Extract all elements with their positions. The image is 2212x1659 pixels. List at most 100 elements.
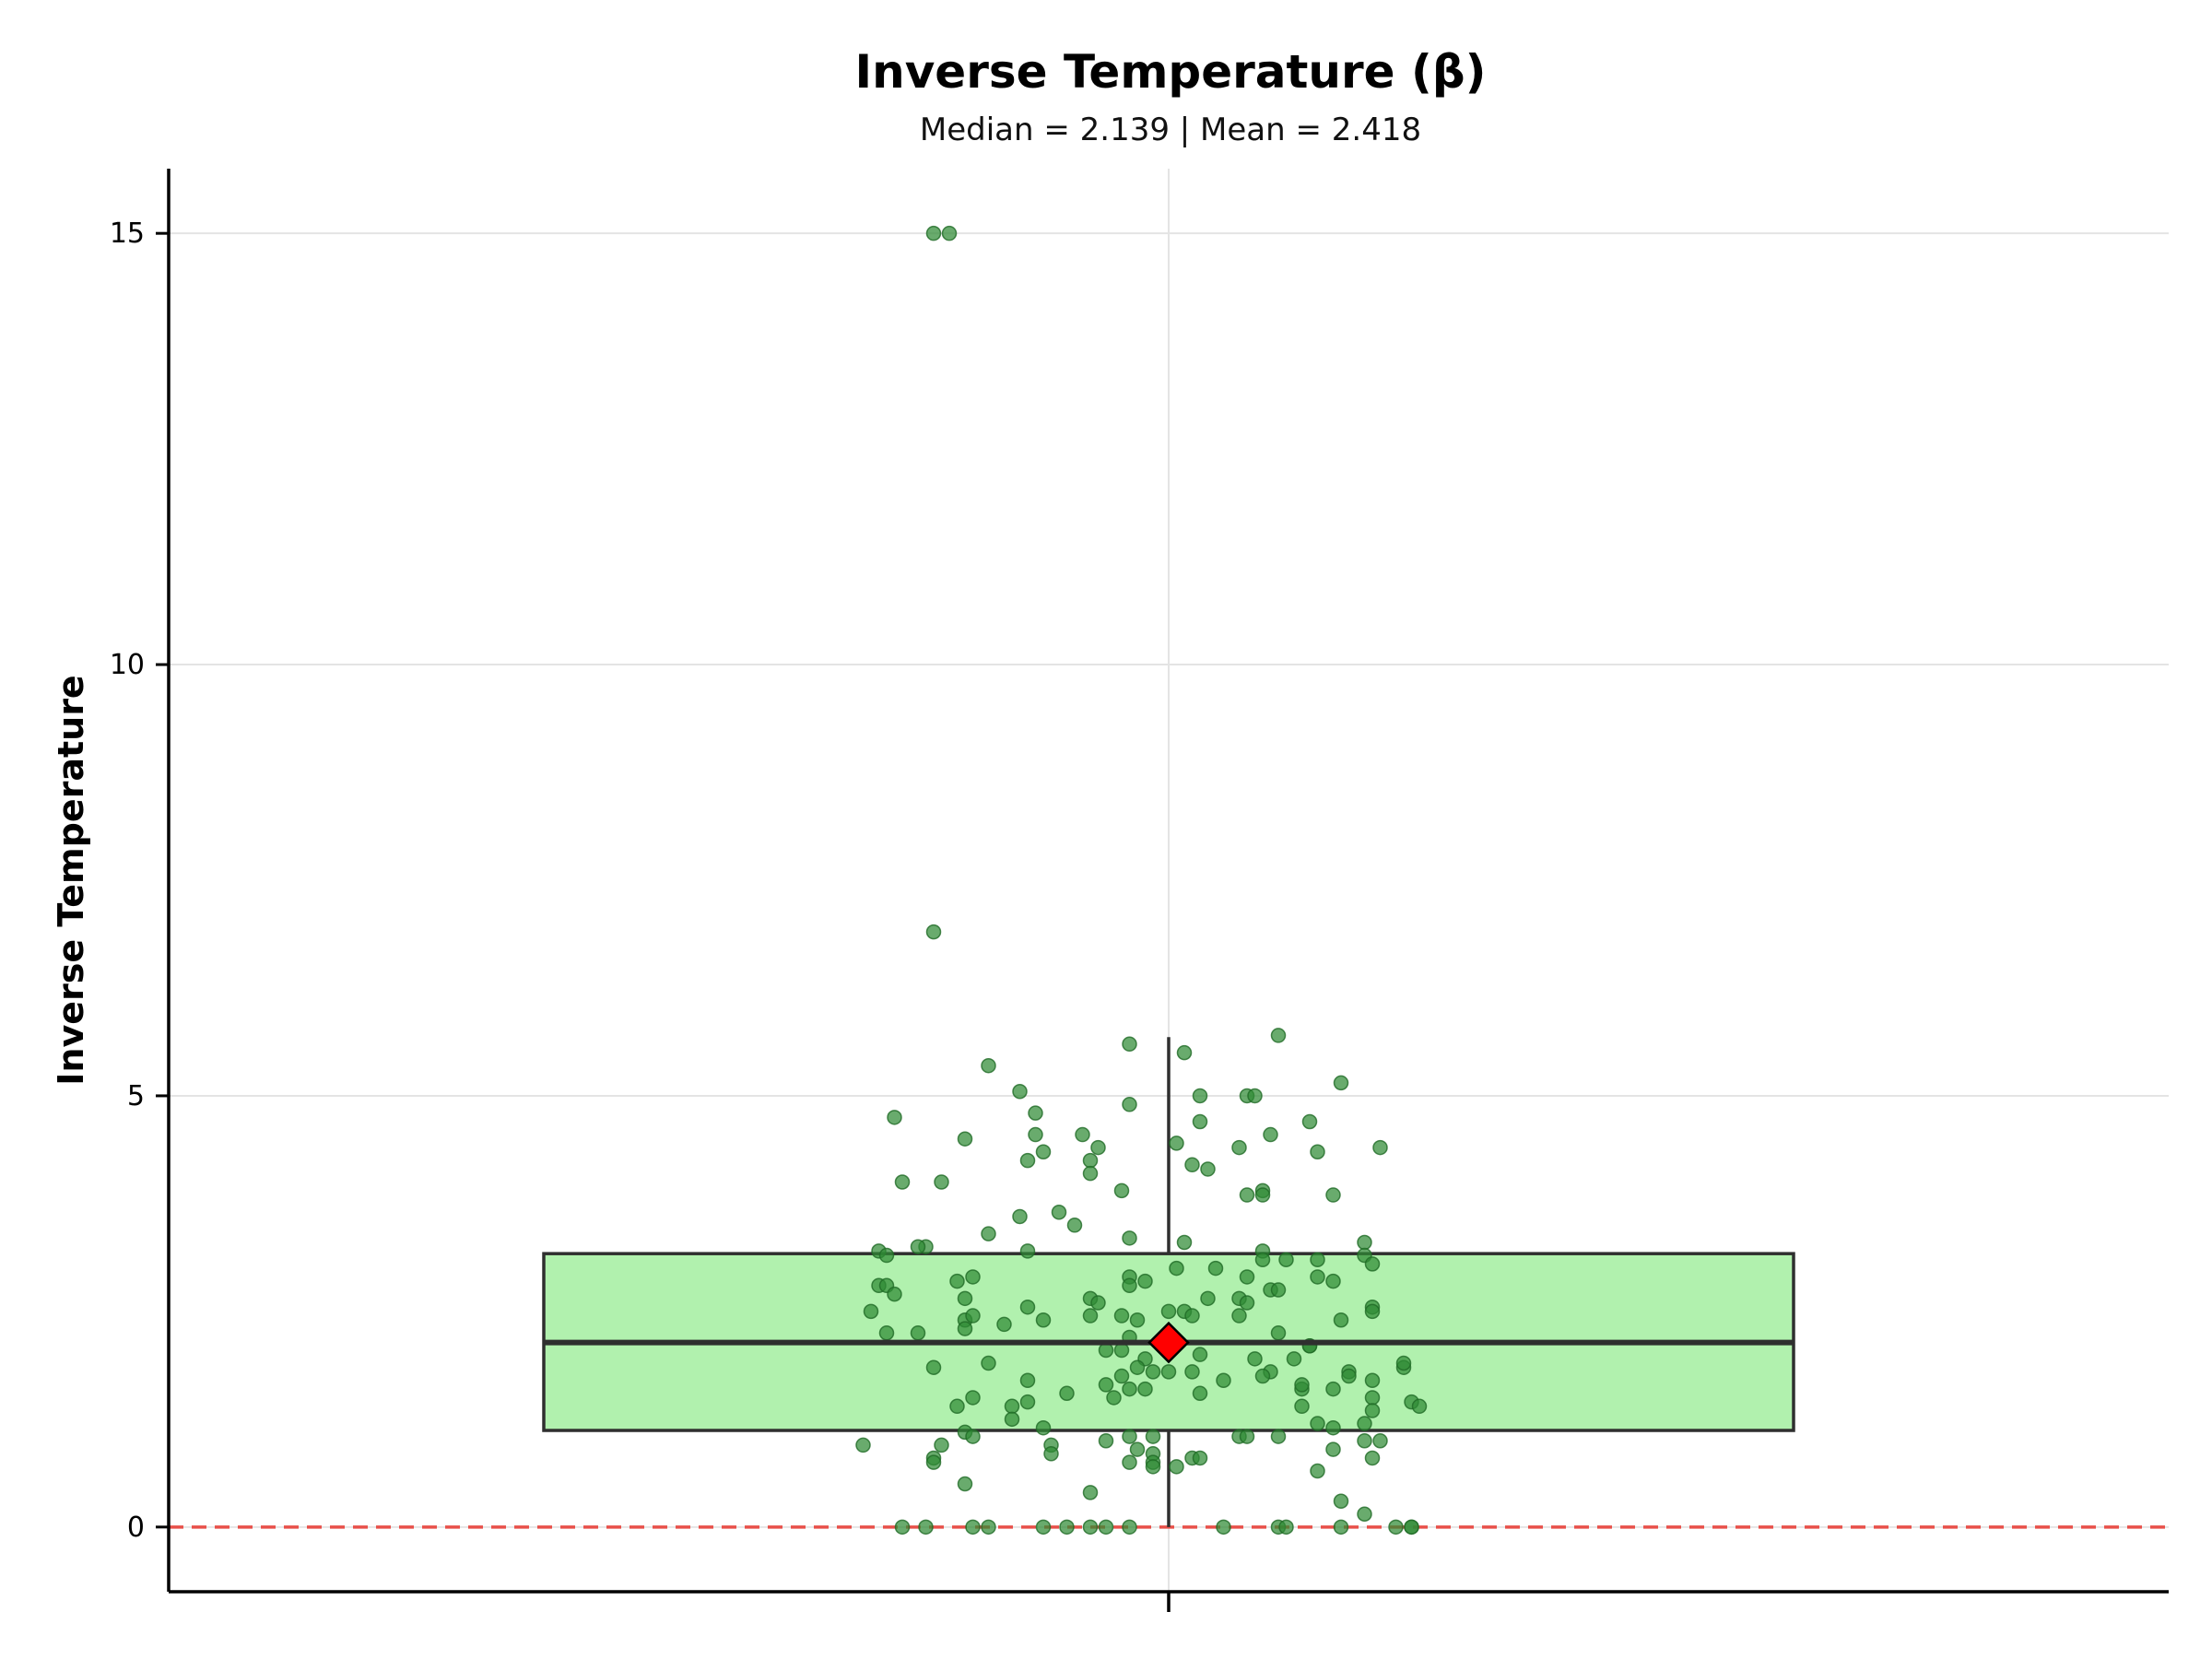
data-point bbox=[1122, 1036, 1137, 1053]
data-point bbox=[1075, 1126, 1090, 1143]
data-point bbox=[1184, 1157, 1200, 1173]
data-point bbox=[1411, 1398, 1428, 1415]
data-point bbox=[1090, 1139, 1106, 1156]
data-point bbox=[1122, 1381, 1137, 1397]
data-point bbox=[1122, 1519, 1137, 1535]
data-point bbox=[1122, 1097, 1137, 1112]
data-point bbox=[965, 1308, 981, 1324]
y-tick-label: 0 bbox=[127, 1512, 145, 1544]
data-point bbox=[1059, 1519, 1075, 1535]
data-point bbox=[1019, 1152, 1036, 1169]
data-point bbox=[1325, 1381, 1341, 1397]
data-point bbox=[863, 1303, 879, 1320]
data-point bbox=[1113, 1342, 1130, 1359]
data-point bbox=[1216, 1372, 1231, 1388]
data-point bbox=[934, 1437, 949, 1453]
data-point bbox=[1192, 1385, 1208, 1402]
data-point bbox=[1254, 1187, 1271, 1203]
data-point bbox=[1122, 1230, 1137, 1246]
data-point bbox=[887, 1110, 902, 1125]
data-point bbox=[1364, 1390, 1381, 1406]
data-point bbox=[1160, 1364, 1177, 1380]
data-point bbox=[981, 1519, 996, 1535]
data-point bbox=[1184, 1308, 1200, 1324]
data-point bbox=[1019, 1299, 1036, 1315]
data-point bbox=[1113, 1368, 1130, 1384]
data-point bbox=[1113, 1182, 1130, 1199]
data-point bbox=[965, 1269, 981, 1285]
data-point bbox=[1028, 1126, 1043, 1143]
data-point bbox=[910, 1239, 926, 1254]
data-point bbox=[1364, 1450, 1381, 1466]
data-point bbox=[1216, 1519, 1231, 1535]
data-point bbox=[1200, 1290, 1216, 1307]
data-point bbox=[1122, 1429, 1137, 1444]
data-point bbox=[1066, 1218, 1083, 1233]
data-point bbox=[887, 1286, 902, 1302]
data-point bbox=[1325, 1273, 1341, 1289]
data-point bbox=[1035, 1519, 1052, 1535]
data-point bbox=[1019, 1372, 1036, 1388]
data-point bbox=[1357, 1506, 1372, 1523]
data-point bbox=[1012, 1084, 1028, 1100]
data-point bbox=[1333, 1519, 1349, 1535]
data-point bbox=[1278, 1519, 1294, 1535]
y-ticks: 0 5 10 15 bbox=[110, 218, 169, 1544]
data-point bbox=[1239, 1187, 1255, 1203]
data-point bbox=[1310, 1252, 1325, 1267]
data-point bbox=[918, 1519, 934, 1535]
data-point bbox=[1129, 1312, 1146, 1328]
data-point bbox=[1145, 1364, 1161, 1380]
data-point bbox=[1098, 1342, 1114, 1359]
data-point bbox=[1325, 1187, 1341, 1203]
data-point bbox=[1028, 1105, 1043, 1121]
mean-group bbox=[544, 1321, 1794, 1364]
data-point bbox=[1082, 1308, 1099, 1324]
data-point bbox=[1239, 1295, 1255, 1311]
data-point bbox=[1333, 1075, 1349, 1091]
data-point bbox=[1145, 1429, 1161, 1444]
data-point bbox=[1137, 1381, 1153, 1397]
data-point bbox=[981, 1226, 996, 1241]
data-point bbox=[1004, 1411, 1020, 1428]
data-points bbox=[855, 225, 1428, 1535]
y-tick-label: 5 bbox=[127, 1080, 145, 1112]
data-point bbox=[1333, 1312, 1349, 1328]
data-point bbox=[1254, 1252, 1271, 1267]
data-point bbox=[1310, 1463, 1325, 1479]
data-point bbox=[1090, 1295, 1106, 1311]
data-point bbox=[957, 1290, 973, 1307]
data-point bbox=[1341, 1368, 1357, 1384]
data-point bbox=[1145, 1459, 1161, 1475]
data-point bbox=[1122, 1277, 1137, 1294]
data-point bbox=[1357, 1416, 1372, 1431]
y-tick-label: 10 bbox=[110, 649, 145, 681]
data-point bbox=[1051, 1205, 1067, 1220]
data-point bbox=[1278, 1252, 1294, 1267]
data-point bbox=[1247, 1088, 1263, 1104]
data-point bbox=[925, 225, 942, 241]
data-point bbox=[1082, 1152, 1099, 1169]
data-point bbox=[1176, 1234, 1193, 1251]
data-point bbox=[878, 1247, 895, 1264]
data-point bbox=[855, 1437, 871, 1453]
data-point bbox=[1184, 1364, 1200, 1380]
data-point bbox=[1192, 1450, 1208, 1466]
data-point bbox=[965, 1390, 981, 1406]
data-point bbox=[1388, 1519, 1404, 1535]
data-point bbox=[965, 1519, 981, 1535]
data-point bbox=[1113, 1308, 1130, 1324]
data-point bbox=[1310, 1144, 1325, 1160]
data-point bbox=[1294, 1377, 1310, 1393]
data-point bbox=[1082, 1165, 1099, 1182]
data-point bbox=[1270, 1282, 1287, 1298]
data-point bbox=[1231, 1139, 1247, 1156]
data-point bbox=[1301, 1113, 1318, 1130]
data-point bbox=[1035, 1419, 1052, 1436]
data-point bbox=[1192, 1088, 1208, 1104]
data-point bbox=[1333, 1493, 1349, 1509]
data-point bbox=[941, 225, 958, 241]
data-point bbox=[1192, 1113, 1208, 1130]
data-point bbox=[1169, 1459, 1184, 1475]
